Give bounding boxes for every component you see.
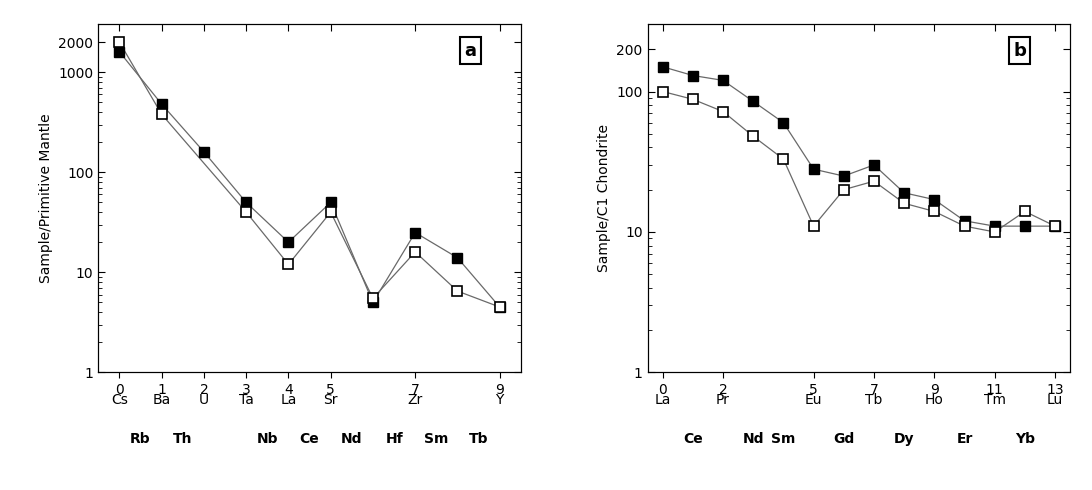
Text: Eu: Eu [805,393,822,407]
Text: Th: Th [173,432,192,445]
Y-axis label: Sample/Primitive Mantle: Sample/Primitive Mantle [38,114,52,283]
Text: Nb: Nb [257,432,278,445]
Text: Rb: Rb [130,432,151,445]
Text: b: b [1013,42,1025,60]
Text: Y: Y [496,393,503,407]
Text: Yb: Yb [1014,432,1035,445]
Text: Sm: Sm [771,432,796,445]
Text: Ba: Ba [153,393,170,407]
Text: Ce: Ce [682,432,703,445]
Text: Dy: Dy [894,432,914,445]
Y-axis label: Sample/C1 Chondrite: Sample/C1 Chondrite [597,124,610,272]
Text: a: a [464,42,476,60]
Text: Ta: Ta [239,393,253,407]
Text: Tm: Tm [984,393,1006,407]
Text: Pr: Pr [716,393,729,407]
Text: Zr: Zr [407,393,423,407]
Text: Tb: Tb [468,432,488,445]
Text: Tb: Tb [865,393,882,407]
Text: Ho: Ho [925,393,943,407]
Text: U: U [199,393,209,407]
Text: Cs: Cs [111,393,128,407]
Text: Sm: Sm [424,432,449,445]
Text: Sr: Sr [323,393,337,407]
Text: La: La [654,393,670,407]
Text: Hf: Hf [385,432,403,445]
Text: Nd: Nd [341,432,363,445]
Text: La: La [281,393,297,407]
Text: Nd: Nd [743,432,764,445]
Text: Gd: Gd [833,432,854,445]
Text: Ce: Ce [299,432,320,445]
Text: Lu: Lu [1047,393,1064,407]
Text: Er: Er [957,432,973,445]
